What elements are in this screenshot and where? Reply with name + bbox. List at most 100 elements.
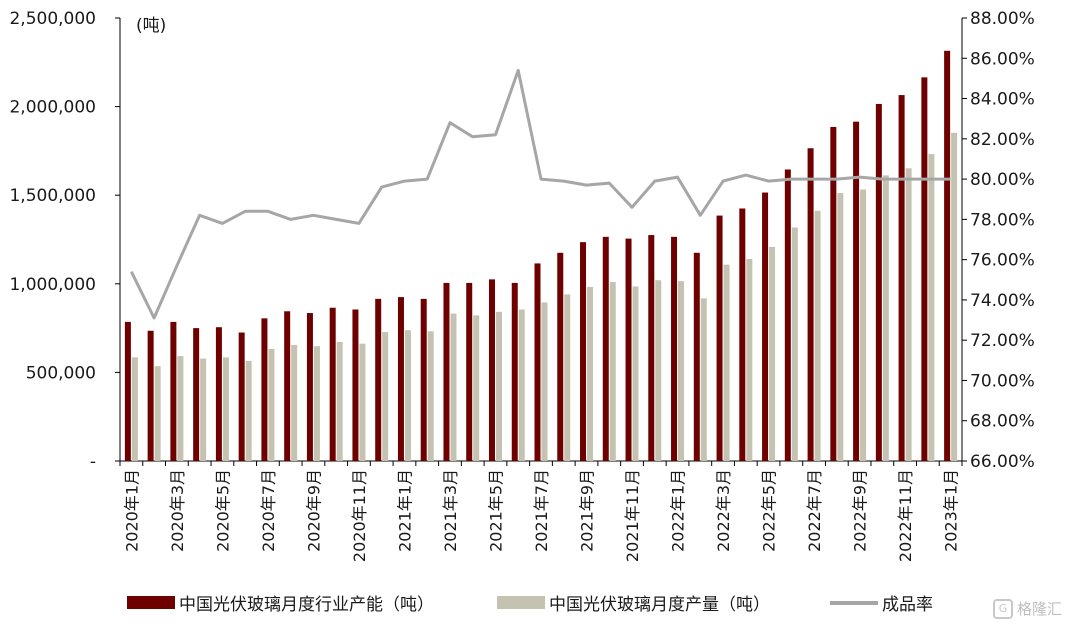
x-tick-label: 2022年3月 xyxy=(714,469,733,552)
bar-output xyxy=(814,210,821,461)
bar-capacity xyxy=(375,298,382,461)
x-tick-label: 2021年5月 xyxy=(487,469,506,552)
watermark-text: 格隆汇 xyxy=(1016,600,1062,618)
bar-output xyxy=(746,258,753,461)
bar-output xyxy=(291,344,298,461)
bar-output xyxy=(769,246,776,461)
bar-output xyxy=(700,298,707,461)
x-tick-label: 2021年11月 xyxy=(623,469,642,562)
x-tick-label: 2022年9月 xyxy=(851,469,870,552)
plot-area xyxy=(119,18,963,462)
bar-capacity xyxy=(762,192,769,462)
y-right-tick-label: 88.00% xyxy=(970,9,1035,29)
legend: 中国光伏玻璃月度行业产能（吨） 中国光伏玻璃月度产量（吨） 成品率 xyxy=(0,590,1080,618)
bar-capacity xyxy=(261,318,268,461)
bar-output xyxy=(882,175,889,461)
bar-output xyxy=(587,286,594,461)
bar-capacity xyxy=(671,236,678,461)
x-tick-label: 2020年7月 xyxy=(259,469,278,552)
bar-capacity xyxy=(648,235,655,461)
chart: - 500,000 1,000,000 1,500,000 2,000,000 2,500… xyxy=(9,9,1035,562)
legend-label-output: 中国光伏玻璃月度产量（吨） xyxy=(549,595,770,615)
bar-capacity xyxy=(215,327,222,461)
bar-output xyxy=(609,282,616,461)
x-tick-label: 2021年3月 xyxy=(441,469,460,552)
bar-output xyxy=(951,132,958,461)
bar-output xyxy=(245,360,252,461)
bar-capacity xyxy=(329,307,336,461)
legend-swatch-output xyxy=(497,596,545,609)
y-right-tick-label: 78.00% xyxy=(970,210,1035,230)
y-right-tick-label: 76.00% xyxy=(970,251,1035,271)
y-left-tick-label: 2,500,000 xyxy=(9,9,96,29)
bar-capacity xyxy=(875,103,882,461)
x-tick-label: 2020年3月 xyxy=(168,469,187,552)
bar-output xyxy=(473,315,480,461)
y-right-tick-label: 66.00% xyxy=(970,452,1035,472)
bar-capacity xyxy=(784,169,791,462)
bar-capacity xyxy=(488,279,495,461)
y-right-tick-label: 80.00% xyxy=(970,170,1035,190)
bar-capacity xyxy=(124,321,131,461)
x-tick-label: 2022年5月 xyxy=(760,469,779,552)
legend-item-yield: 成品率 xyxy=(830,590,933,615)
legend-item-output: 中国光伏玻璃月度产量（吨） xyxy=(497,590,770,615)
bar-output xyxy=(541,302,548,461)
bar-capacity xyxy=(284,311,291,461)
y-left-tick-label: 1,000,000 xyxy=(9,275,96,295)
bar-output xyxy=(495,311,502,461)
y-right-tick-label: 70.00% xyxy=(970,371,1035,391)
x-tick-label: 2022年7月 xyxy=(805,469,824,552)
bar-output xyxy=(268,349,275,461)
bar-capacity xyxy=(853,121,860,462)
x-tick-label: 2020年1月 xyxy=(122,469,141,552)
y-left-tick-label: 2,000,000 xyxy=(9,98,96,118)
x-tick-label: 2022年11月 xyxy=(896,469,915,562)
bar-capacity xyxy=(306,313,313,461)
bar-capacity xyxy=(397,297,404,461)
bar-capacity xyxy=(830,126,837,461)
x-tick-label: 2022年1月 xyxy=(669,469,688,552)
legend-swatch-yield xyxy=(830,600,878,605)
bar-output xyxy=(154,366,161,461)
bar-capacity xyxy=(739,208,746,461)
bar-capacity xyxy=(193,328,200,461)
bar-output xyxy=(177,356,184,461)
y-left-tick-label: - xyxy=(90,452,96,472)
y-right-tick-label: 82.00% xyxy=(970,130,1035,150)
bar-series xyxy=(124,50,958,462)
bar-output xyxy=(450,313,457,461)
bar-capacity xyxy=(557,252,564,461)
legend-label-yield: 成品率 xyxy=(882,595,933,615)
x-axis: 2020年1月 2020年3月 2020年5月 2020年7月 2020年9月 2020年… xyxy=(119,461,963,562)
bar-output xyxy=(928,154,935,461)
bar-capacity xyxy=(693,252,700,461)
y-right-tick-label: 68.00% xyxy=(970,412,1035,432)
bar-output xyxy=(564,294,571,461)
y-left-tick-label: 500,000 xyxy=(26,363,96,383)
bar-capacity xyxy=(716,215,723,461)
y-right-tick-label: 86.00% xyxy=(970,49,1035,69)
x-tick-label: 2021年7月 xyxy=(532,469,551,552)
bar-output xyxy=(404,330,411,461)
y-axis-right: 66.00% 68.00% 70.00% 72.00% 74.00% 76.00% 78.0… xyxy=(962,9,1035,472)
legend-label-capacity: 中国光伏玻璃月度行业产能（吨） xyxy=(179,595,434,615)
bar-capacity xyxy=(580,242,587,461)
bar-capacity xyxy=(443,282,450,461)
y-right-tick-label: 72.00% xyxy=(970,331,1035,351)
bar-output xyxy=(655,280,662,461)
x-tick-label: 2021年1月 xyxy=(396,469,415,552)
x-tick-label: 2020年9月 xyxy=(304,469,323,552)
bar-output xyxy=(632,286,639,461)
bar-output xyxy=(427,331,434,461)
bar-capacity xyxy=(511,282,518,461)
y-left-tick-label: 1,500,000 xyxy=(9,186,96,206)
line-series xyxy=(130,68,951,320)
bar-capacity xyxy=(534,263,541,461)
bar-output xyxy=(313,346,320,461)
watermark: G 格隆汇 xyxy=(992,598,1062,619)
bar-capacity xyxy=(352,309,359,461)
bar-capacity xyxy=(147,330,154,461)
bar-output xyxy=(222,357,229,461)
y-right-tick-label: 84.00% xyxy=(970,90,1035,110)
